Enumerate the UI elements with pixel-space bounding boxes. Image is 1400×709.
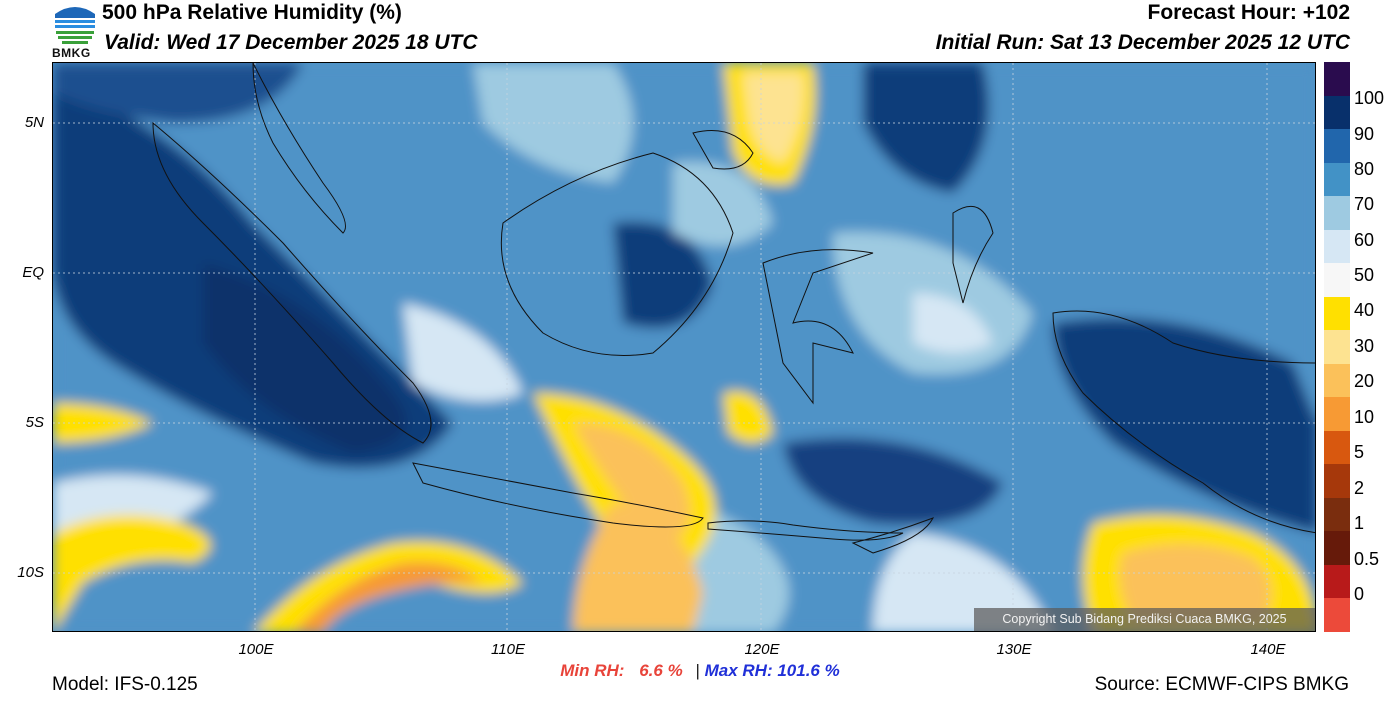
colorbar-cell bbox=[1324, 95, 1350, 130]
initial-run: Initial Run: Sat 13 December 2025 12 UTC bbox=[935, 31, 1350, 54]
colorbar-label-5: 5 bbox=[1354, 442, 1365, 462]
lon-label-140e: 140E bbox=[1250, 641, 1286, 658]
map-title: 500 hPa Relative Humidity (%) bbox=[102, 1, 402, 24]
model-name: Model: IFS-0.125 bbox=[52, 674, 198, 695]
colorbar-label-20: 20 bbox=[1354, 371, 1375, 391]
timor-coastline bbox=[851, 517, 935, 554]
humidity-map[interactable] bbox=[52, 62, 1316, 632]
colorbar-label-30: 30 bbox=[1354, 336, 1375, 356]
colorbar-cell bbox=[1324, 430, 1350, 465]
lon-label-120e: 120E bbox=[744, 641, 780, 658]
colorbar-cell bbox=[1324, 464, 1350, 499]
new-guinea-coastline bbox=[1052, 310, 1315, 534]
colorbar-label-10: 10 bbox=[1354, 407, 1375, 427]
colorbar-cell bbox=[1324, 363, 1350, 398]
halmahera-coastline bbox=[952, 205, 994, 304]
colorbar-cell bbox=[1324, 564, 1350, 599]
colorbar-cell bbox=[1324, 263, 1350, 298]
colorbar-cell bbox=[1324, 531, 1350, 566]
colorbar-label-100: 100 bbox=[1354, 88, 1385, 108]
bmkg-logo bbox=[50, 0, 100, 60]
colorbar-label-90: 90 bbox=[1354, 124, 1375, 144]
valid-time: Valid: Wed 17 December 2025 18 UTC bbox=[104, 31, 478, 54]
lat-label-10s: 10S bbox=[17, 564, 44, 581]
colorbar-label-70: 70 bbox=[1354, 194, 1375, 214]
colorbar-label-40: 40 bbox=[1354, 300, 1375, 320]
lon-label-100e: 100E bbox=[238, 641, 274, 658]
java-coastline bbox=[412, 462, 704, 528]
colorbar-label-1: 1 bbox=[1354, 513, 1365, 533]
colorbar-cell bbox=[1324, 62, 1350, 97]
colorbar-label-0: 0 bbox=[1354, 584, 1365, 604]
borneo-coastline bbox=[500, 152, 734, 356]
max-rh-value: 101.6 % bbox=[777, 661, 840, 680]
lon-label-130e: 130E bbox=[996, 641, 1032, 658]
copyright-notice: Copyright Sub Bidang Prediksi Cuaca BMKG… bbox=[974, 608, 1315, 631]
colorbar-label-0-5: 0.5 bbox=[1354, 549, 1380, 569]
forecast-hour: Forecast Hour: +102 bbox=[1147, 1, 1351, 24]
colorbar-cell bbox=[1324, 196, 1350, 231]
sulawesi-coastline bbox=[762, 249, 874, 405]
min-rh-label: Min RH: bbox=[560, 661, 625, 680]
colorbar-cell bbox=[1324, 397, 1350, 432]
colorbar-label-80: 80 bbox=[1354, 159, 1375, 179]
colorbar-label-50: 50 bbox=[1354, 265, 1375, 285]
rh-stats: Min RH: 6.6 % | Max RH: 101.6 % bbox=[0, 661, 1400, 681]
colorbar-cell bbox=[1324, 497, 1350, 532]
colorbar-cell bbox=[1324, 296, 1350, 331]
lat-label-5s: 5S bbox=[25, 414, 44, 431]
colorbar-label-2: 2 bbox=[1354, 478, 1365, 498]
rh-separator: | bbox=[695, 661, 700, 680]
colorbar-cell bbox=[1324, 330, 1350, 365]
colorbar-cell bbox=[1324, 129, 1350, 164]
data-source: Source: ECMWF-CIPS BMKG bbox=[1094, 674, 1349, 695]
colorbar-cell bbox=[1324, 162, 1350, 197]
malay-peninsula-coastline bbox=[252, 63, 346, 234]
logo-text: BMKG bbox=[52, 46, 91, 60]
sumatra-coastline bbox=[152, 121, 432, 444]
colorbar-cell bbox=[1324, 598, 1350, 633]
lon-label-110e: 110E bbox=[491, 641, 525, 658]
lat-label-eq: EQ bbox=[22, 264, 44, 281]
min-rh-value: 6.6 % bbox=[639, 661, 683, 680]
lat-label-5n: 5N bbox=[24, 114, 44, 131]
colorbar-label-60: 60 bbox=[1354, 230, 1375, 250]
max-rh-label: Max RH: bbox=[704, 661, 773, 680]
philippines-coastline bbox=[692, 130, 754, 170]
colorbar-cell bbox=[1324, 229, 1350, 264]
lesser-sunda-coastline bbox=[707, 520, 904, 541]
